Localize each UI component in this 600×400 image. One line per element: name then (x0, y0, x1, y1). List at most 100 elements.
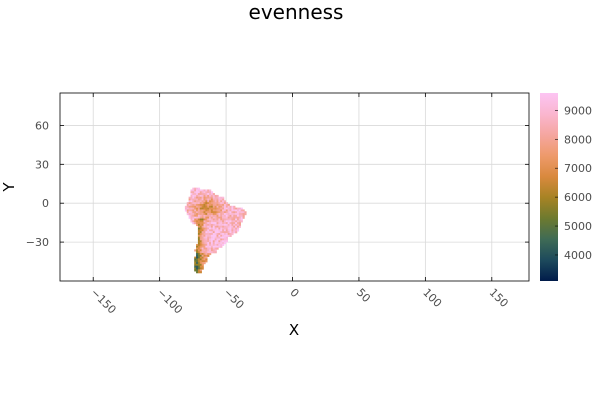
heatmap-cell (209, 202, 212, 205)
heatmap-cell (220, 245, 223, 248)
heatmap-cell (197, 234, 201, 237)
heatmap-cell (199, 194, 202, 198)
heatmap-cell (210, 229, 214, 232)
heatmap-cell (207, 213, 210, 216)
heatmap-cell (231, 220, 234, 223)
heatmap-cell (199, 220, 202, 223)
heatmap-cell (194, 267, 197, 270)
heatmap-cell (207, 229, 210, 232)
x-tick-label: 150 (487, 286, 511, 310)
heatmap-cell (225, 229, 228, 232)
heatmap-cell (199, 211, 202, 214)
heatmap-cell (207, 205, 210, 208)
heatmap-cell (203, 200, 206, 203)
heatmap-cell (223, 233, 227, 236)
heatmap-cell (233, 207, 236, 210)
heatmap-cell (225, 231, 228, 234)
heatmap-cell (212, 205, 215, 208)
heatmap-cell (197, 205, 201, 208)
heatmap-cell (229, 225, 232, 228)
heatmap-cell (197, 222, 201, 225)
heatmap-cell (199, 247, 202, 250)
heatmap-cell (188, 213, 191, 216)
heatmap-cell (199, 240, 202, 243)
heatmap-cell (196, 202, 199, 205)
heatmap-cell (210, 243, 214, 247)
heatmap-cell (190, 194, 193, 198)
heatmap-cell (240, 213, 243, 216)
heatmap-cell (199, 214, 202, 217)
heatmap-cell (225, 202, 228, 205)
heatmap-cell (205, 233, 208, 236)
heatmap-cell (192, 203, 195, 207)
heatmap-cell (209, 216, 212, 219)
heatmap-cell (188, 198, 191, 201)
heatmap-cell (196, 252, 199, 256)
x-tick-label: −100 (155, 286, 186, 317)
heatmap-cell (201, 202, 204, 205)
heatmap-cell (210, 216, 214, 219)
heatmap-cell (197, 231, 201, 234)
heatmap-cell (197, 211, 201, 214)
heatmap-cell (210, 213, 214, 216)
heatmap-cell (203, 260, 206, 263)
heatmap-cell (240, 207, 243, 210)
heatmap-cell (199, 262, 202, 265)
heatmap-cell (186, 211, 189, 214)
heatmap-cell (212, 202, 215, 205)
heatmap-cell (207, 252, 210, 256)
heatmap-cell (201, 245, 204, 248)
heatmap-cell (212, 196, 215, 199)
heatmap-cell (227, 222, 230, 225)
heatmap-cell (207, 218, 210, 221)
heatmap-cell (229, 207, 232, 210)
heatmap-cell (203, 256, 206, 259)
heatmap-cell (220, 225, 223, 228)
heatmap-cell (203, 262, 206, 265)
heatmap-cell (203, 213, 206, 216)
heatmap-cell (197, 223, 201, 227)
heatmap-cell (212, 231, 215, 234)
heatmap-cell (207, 236, 210, 239)
heatmap-cell (196, 200, 199, 203)
heatmap-cell (194, 263, 197, 267)
heatmap-cell (190, 207, 193, 210)
heatmap-cell (231, 209, 234, 212)
heatmap-cell (199, 265, 202, 268)
heatmap-cell (207, 222, 210, 225)
heatmap-cell (201, 260, 204, 263)
heatmap-cell (240, 220, 243, 223)
heatmap-cell (223, 242, 227, 245)
heatmap-cell (223, 213, 227, 216)
heatmap-cell (192, 211, 195, 214)
heatmap-cell (201, 238, 204, 241)
heatmap-cell (203, 193, 206, 196)
heatmap-cell (216, 222, 219, 225)
heatmap-cell (205, 214, 208, 217)
heatmap-cell (212, 249, 215, 252)
heatmap-cell (190, 198, 193, 201)
heatmap-cell (194, 187, 197, 190)
heatmap-cell (196, 256, 199, 259)
heatmap-cell (203, 227, 206, 230)
heatmap-cell (214, 196, 217, 199)
heatmap-cell (203, 247, 206, 250)
heatmap-cell (236, 207, 240, 210)
heatmap-cell (242, 209, 245, 212)
heatmap-cell (201, 242, 204, 245)
heatmap-cell (207, 227, 210, 230)
heatmap-cell (197, 218, 201, 221)
heatmap-cell (197, 187, 201, 190)
heatmap-cell (209, 240, 212, 243)
heatmap-cell (218, 196, 221, 199)
heatmap-cell (197, 220, 201, 223)
heatmap-cell (209, 211, 212, 214)
heatmap-cell (233, 220, 236, 223)
heatmap-cell (210, 220, 214, 223)
heatmap-cell (203, 211, 206, 214)
heatmap-cell (199, 216, 202, 219)
heatmap-cell (197, 260, 201, 263)
heatmap-cell (229, 205, 232, 208)
plot-frame (59, 92, 530, 282)
heatmap-cell (203, 191, 206, 194)
